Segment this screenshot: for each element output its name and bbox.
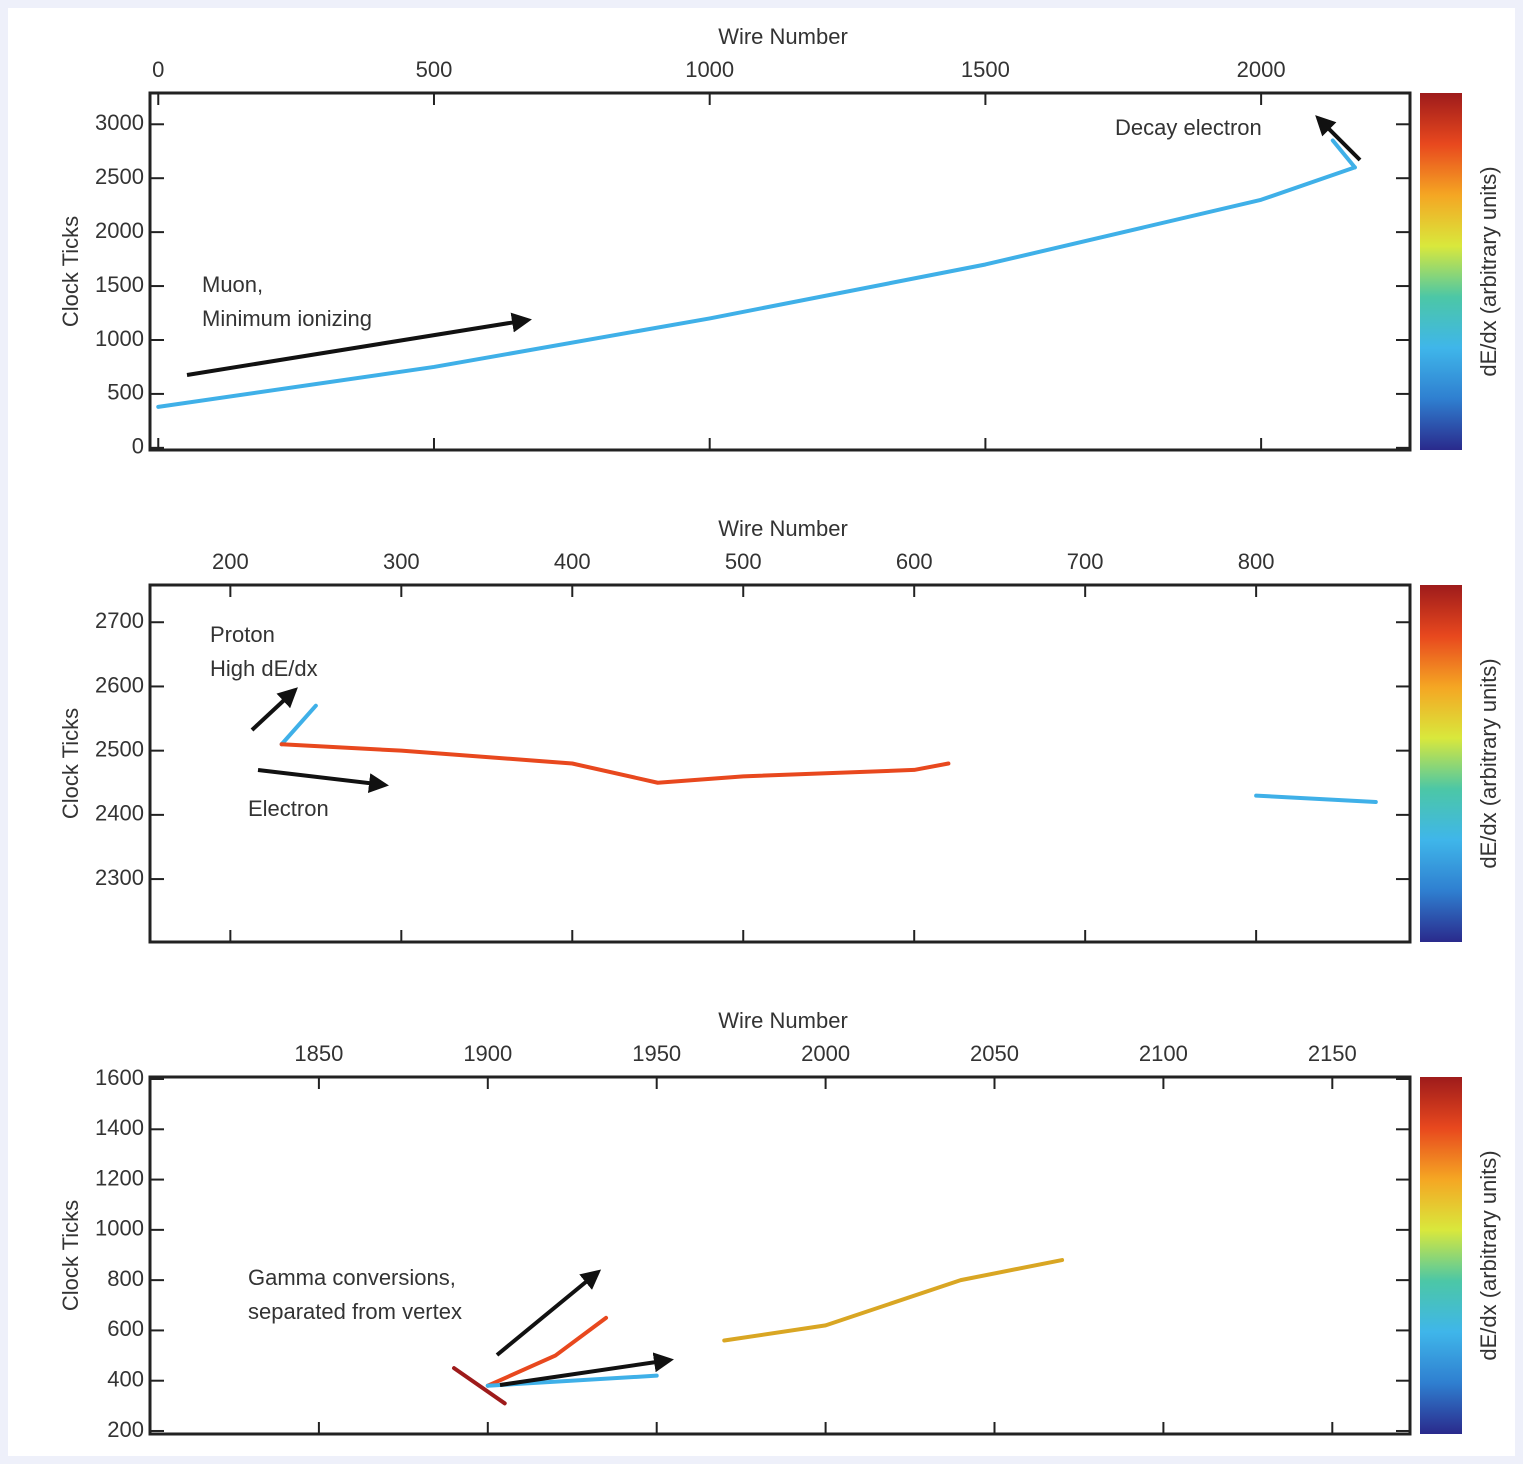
annotation: Muon, (202, 272, 263, 297)
x-tick-label: 300 (383, 549, 420, 574)
x-tick-label: 200 (212, 549, 249, 574)
colorbar (1420, 585, 1462, 942)
annotation-arrow (257, 768, 389, 794)
x-tick-label: 2000 (801, 1041, 850, 1066)
x-tick-label: 600 (896, 549, 933, 574)
annotation: Electron (248, 796, 329, 821)
x-axis-title: Wire Number (718, 24, 848, 49)
plot-frame (148, 91, 1412, 452)
y-axis-title: Clock Ticks (58, 708, 83, 819)
y-tick-label: 800 (107, 1266, 144, 1291)
colorbar-label: dE/dx (arbitrary units) (1476, 1150, 1501, 1360)
track (485, 1315, 609, 1388)
track (722, 1258, 1065, 1343)
y-tick-label: 400 (107, 1367, 144, 1392)
x-tick-label: 1850 (294, 1041, 343, 1066)
track (279, 703, 318, 747)
annotation: High dE/dx (210, 656, 318, 681)
y-tick-label: 2000 (95, 218, 144, 243)
y-tick-label: 1400 (95, 1115, 144, 1140)
y-tick-label: 200 (107, 1417, 144, 1442)
plot-frame (148, 1075, 1412, 1436)
y-tick-label: 600 (107, 1316, 144, 1341)
annotation: Gamma conversions, (248, 1265, 456, 1290)
colorbar-label: dE/dx (arbitrary units) (1476, 658, 1501, 868)
x-axis-title: Wire Number (718, 1008, 848, 1033)
annotation-arrow (499, 1352, 674, 1387)
y-tick-label: 2300 (95, 865, 144, 890)
colorbar (1420, 1077, 1462, 1434)
y-tick-label: 2400 (95, 801, 144, 826)
x-axis-title: Wire Number (718, 516, 848, 541)
track (279, 742, 951, 785)
y-tick-label: 2600 (95, 672, 144, 697)
x-tick-label: 2000 (1237, 57, 1286, 82)
y-axis-title: Clock Ticks (58, 216, 83, 327)
y-tick-label: 2700 (95, 608, 144, 633)
colorbar-label: dE/dx (arbitrary units) (1476, 166, 1501, 376)
x-tick-label: 2150 (1308, 1041, 1357, 1066)
colorbar (1420, 93, 1462, 450)
track (1330, 138, 1357, 170)
y-tick-label: 1500 (95, 272, 144, 297)
y-tick-label: 2500 (95, 164, 144, 189)
plot-frame (148, 583, 1412, 944)
y-tick-label: 1200 (95, 1165, 144, 1190)
x-tick-label: 2050 (970, 1041, 1019, 1066)
y-tick-label: 3000 (95, 110, 144, 135)
annotation: separated from vertex (248, 1299, 462, 1324)
x-tick-label: 0 (152, 57, 164, 82)
x-tick-label: 800 (1238, 549, 1275, 574)
annotation: Decay electron (1115, 115, 1262, 140)
y-tick-label: 2500 (95, 736, 144, 761)
annotation: Proton (210, 622, 275, 647)
track (452, 1366, 507, 1406)
y-tick-label: 0 (132, 434, 144, 459)
annotation-arrow (495, 1269, 602, 1357)
x-tick-label: 1000 (685, 57, 734, 82)
y-tick-label: 1600 (95, 1065, 144, 1090)
y-tick-label: 500 (107, 380, 144, 405)
annotation-arrow (186, 312, 532, 377)
x-tick-label: 2100 (1139, 1041, 1188, 1066)
x-tick-label: 500 (416, 57, 453, 82)
x-tick-label: 1500 (961, 57, 1010, 82)
x-tick-label: 400 (554, 549, 591, 574)
x-tick-label: 500 (725, 549, 762, 574)
x-tick-label: 1900 (463, 1041, 512, 1066)
background (8, 8, 1515, 1456)
annotation: Minimum ionizing (202, 306, 372, 331)
y-tick-label: 1000 (95, 326, 144, 351)
track (156, 165, 1357, 409)
track (1254, 793, 1378, 805)
x-tick-label: 700 (1067, 549, 1104, 574)
annotation-arrow (250, 687, 298, 732)
y-tick-label: 1000 (95, 1216, 144, 1241)
x-tick-label: 1950 (632, 1041, 681, 1066)
y-axis-title: Clock Ticks (58, 1200, 83, 1311)
annotation-arrow (1315, 115, 1362, 162)
